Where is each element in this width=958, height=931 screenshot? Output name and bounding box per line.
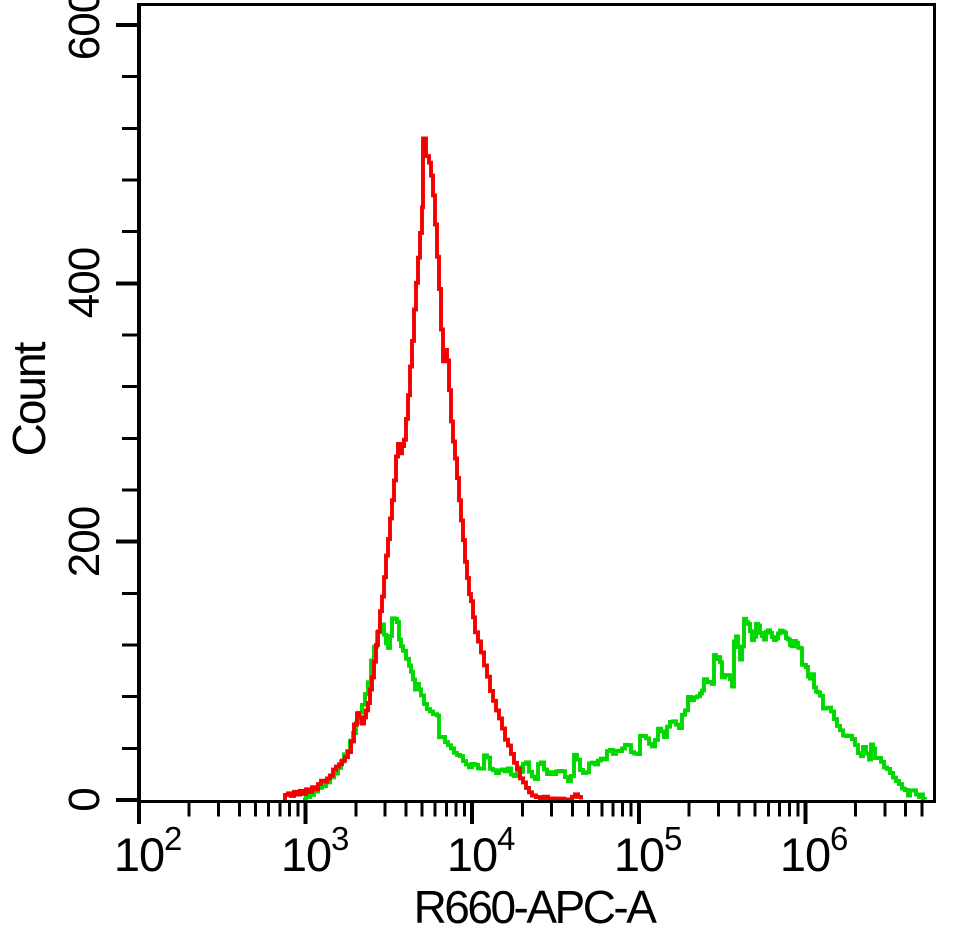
- svg-text:400: 400: [60, 248, 109, 318]
- svg-text:5: 5: [664, 820, 682, 857]
- svg-text:10: 10: [447, 828, 497, 881]
- svg-text:3: 3: [331, 820, 349, 857]
- svg-text:10: 10: [281, 828, 331, 881]
- svg-text:R660-APC-A: R660-APC-A: [414, 881, 658, 931]
- svg-text:Count: Count: [3, 341, 55, 456]
- svg-text:10: 10: [614, 828, 664, 881]
- svg-text:200: 200: [60, 507, 109, 577]
- svg-text:2: 2: [164, 820, 182, 857]
- svg-text:0: 0: [60, 788, 109, 811]
- svg-text:600: 600: [60, 0, 109, 60]
- svg-text:6: 6: [830, 820, 848, 857]
- svg-text:10: 10: [780, 828, 830, 881]
- svg-text:10: 10: [114, 828, 164, 881]
- svg-text:4: 4: [497, 820, 515, 857]
